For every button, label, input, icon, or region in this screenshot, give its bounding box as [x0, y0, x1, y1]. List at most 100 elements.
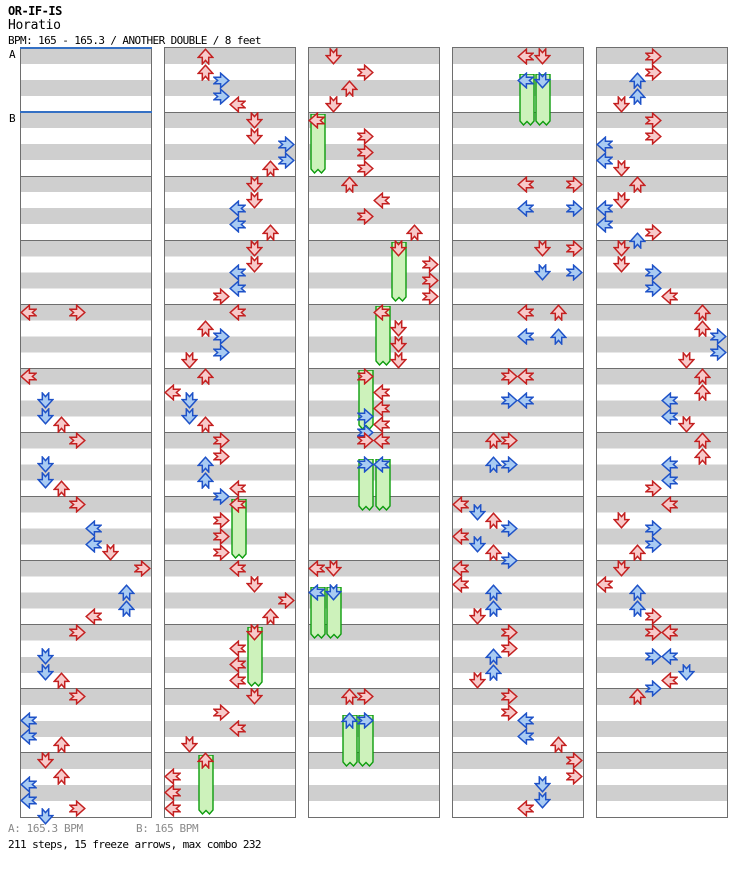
quarter-left-arrow-icon — [229, 720, 247, 738]
eighth-left-arrow-icon — [20, 792, 38, 810]
quarter-right-arrow-icon — [645, 480, 663, 498]
eighth-down-arrow-icon — [36, 456, 54, 473]
measure-line — [309, 111, 439, 113]
freeze-bar — [247, 626, 263, 687]
quarter-down-arrow-icon — [245, 111, 263, 129]
bpm-marker-b-legend: B: 165 BPM — [136, 822, 199, 835]
eighth-up-arrow-icon — [117, 600, 135, 618]
eighth-right-arrow-icon — [501, 552, 519, 570]
measure-line — [21, 432, 151, 433]
quarter-right-arrow-icon — [645, 624, 663, 642]
eighth-up-arrow-icon — [484, 648, 502, 666]
measure-line — [453, 752, 583, 754]
eighth-down-arrow-icon — [180, 391, 198, 409]
quarter-right-arrow-icon — [213, 528, 231, 546]
quarter-up-arrow-icon — [196, 47, 214, 65]
quarter-right-arrow-icon — [357, 63, 375, 81]
measure-line — [21, 560, 151, 562]
measure-line — [453, 496, 583, 498]
freeze-bar — [358, 714, 374, 767]
quarter-down-arrow-icon — [533, 47, 551, 65]
eighth-right-arrow-icon — [501, 391, 519, 409]
eighth-down-arrow-icon — [36, 407, 54, 425]
quarter-down-arrow-icon — [245, 175, 263, 193]
quarter-left-arrow-icon — [164, 383, 182, 401]
quarter-up-arrow-icon — [693, 367, 711, 385]
quarter-up-arrow-icon — [52, 736, 70, 754]
quarter-right-arrow-icon — [566, 768, 584, 786]
quarter-left-arrow-icon — [661, 496, 679, 514]
measure-line — [309, 560, 439, 562]
measure-line — [21, 367, 151, 369]
eighth-down-arrow-icon — [180, 407, 198, 425]
eighth-up-arrow-icon — [628, 87, 646, 105]
bpm-change-line-b — [20, 111, 152, 114]
quarter-down-arrow-icon — [324, 47, 342, 65]
measure-line — [165, 432, 295, 433]
quarter-up-arrow-icon — [628, 544, 646, 562]
quarter-up-arrow-icon — [261, 223, 279, 241]
measure-line — [309, 752, 439, 754]
eighth-right-arrow-icon — [501, 456, 519, 474]
quarter-up-arrow-icon — [549, 303, 567, 321]
quarter-left-arrow-icon — [517, 303, 535, 321]
quarter-up-arrow-icon — [196, 319, 214, 337]
eighth-right-arrow-icon — [566, 263, 584, 281]
eighth-left-arrow-icon — [229, 279, 247, 297]
quarter-left-arrow-icon — [661, 287, 679, 305]
eighth-right-arrow-icon — [645, 680, 663, 698]
eighth-left-arrow-icon — [373, 456, 391, 474]
eighth-left-arrow-icon — [229, 199, 247, 217]
quarter-left-arrow-icon — [164, 800, 182, 818]
eighth-up-arrow-icon — [117, 584, 135, 602]
quarter-left-arrow-icon — [308, 111, 326, 129]
quarter-left-arrow-icon — [517, 800, 535, 818]
eighth-down-arrow-icon — [36, 664, 54, 682]
measure-line — [21, 496, 151, 498]
eighth-right-arrow-icon — [213, 87, 231, 105]
measure-line — [453, 432, 583, 433]
eighth-left-arrow-icon — [85, 520, 103, 538]
eighth-up-arrow-icon — [196, 472, 214, 490]
eighth-right-arrow-icon — [357, 407, 375, 425]
eighth-up-arrow-icon — [628, 600, 646, 618]
measure-line — [309, 496, 439, 498]
eighth-left-arrow-icon — [20, 712, 38, 730]
chart-summary: 211 steps, 15 freeze arrows, max combo 2… — [8, 838, 262, 851]
measure-line — [453, 239, 583, 241]
freeze-bar — [374, 457, 391, 511]
quarter-down-arrow-icon — [245, 688, 263, 706]
quarter-down-arrow-icon — [612, 255, 630, 273]
quarter-down-arrow-icon — [180, 736, 198, 754]
eighth-up-arrow-icon — [484, 584, 502, 602]
quarter-right-arrow-icon — [134, 560, 152, 578]
quarter-right-arrow-icon — [357, 688, 375, 706]
bpm-marker-label-b: B — [9, 112, 16, 126]
eighth-left-arrow-icon — [661, 407, 679, 425]
quarter-down-arrow-icon — [245, 127, 263, 145]
eighth-up-arrow-icon — [484, 456, 502, 474]
quarter-left-arrow-icon — [164, 784, 182, 802]
eighth-right-arrow-icon — [645, 536, 663, 554]
eighth-left-arrow-icon — [661, 456, 679, 474]
measure-line — [597, 560, 727, 562]
eighth-left-arrow-icon — [517, 71, 535, 89]
quarter-down-arrow-icon — [245, 239, 263, 257]
eighth-left-arrow-icon — [596, 151, 614, 169]
quarter-down-arrow-icon — [533, 239, 551, 257]
quarter-left-arrow-icon — [164, 768, 182, 786]
quarter-up-arrow-icon — [484, 432, 502, 449]
measure-line — [165, 111, 295, 113]
quarter-right-arrow-icon — [501, 640, 519, 658]
measure-line — [21, 303, 151, 305]
quarter-right-arrow-icon — [69, 800, 87, 818]
measure-line — [597, 111, 727, 113]
measure-line — [597, 175, 727, 177]
measure-line — [453, 111, 583, 113]
quarter-right-arrow-icon — [357, 159, 375, 177]
quarter-left-arrow-icon — [373, 383, 391, 401]
quarter-right-arrow-icon — [422, 271, 440, 289]
eighth-right-arrow-icon — [645, 520, 663, 538]
measure-line — [453, 624, 583, 626]
quarter-down-arrow-icon — [612, 512, 630, 530]
